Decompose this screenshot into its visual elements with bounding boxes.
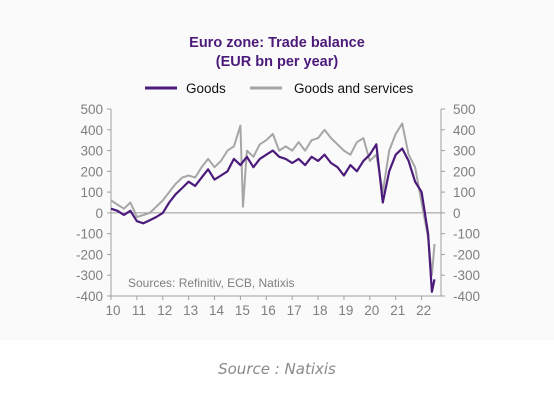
x-tick-label: 22 (416, 303, 431, 318)
x-tick-label: 13 (183, 303, 198, 318)
y-axis-left: 500 400 300 200 100 0 -100 -200 -300 -400 (76, 102, 112, 304)
x-tick-label: 19 (338, 303, 353, 318)
y-tick-label-left: 0 (95, 206, 103, 221)
plot-area (110, 122, 441, 293)
y-tick-label-right: -100 (453, 227, 480, 242)
x-tick-label: 10 (105, 303, 120, 318)
sources-note: Sources: Refinitiv, ECB, Natixis (128, 276, 295, 290)
x-tick-label: 14 (209, 303, 225, 318)
chart-svg: Euro zone: Trade balance (EUR bn per yea… (76, 35, 480, 318)
legend: Goods Goods and services (145, 81, 414, 96)
y-tick-label-right: 500 (453, 102, 476, 117)
y-tick-label-left: -400 (76, 289, 103, 304)
y-axis-right: 500 400 300 200 100 0 -100 -200 -300 -400 (440, 102, 480, 304)
legend-label-goods-and-services: Goods and services (294, 81, 414, 96)
legend-label-goods: Goods (186, 81, 226, 96)
y-tick-label-left: -200 (76, 247, 103, 262)
chart-title: Euro zone: Trade balance (189, 35, 365, 51)
y-tick-label-left: 300 (80, 144, 103, 159)
x-tick-label: 15 (235, 303, 250, 318)
chart-subtitle: (EUR bn per year) (216, 54, 339, 70)
x-tick-label: 11 (132, 303, 146, 318)
chart-figure: Euro zone: Trade balance (EUR bn per yea… (75, 35, 481, 318)
series-line-goods (110, 143, 436, 293)
series-line-goods-and-services (110, 122, 436, 277)
y-tick-label-left: 200 (80, 164, 103, 179)
y-tick-label-left: -100 (76, 227, 103, 242)
x-tick-label: 12 (157, 303, 172, 318)
x-tick-label: 18 (313, 303, 328, 318)
y-tick-label-right: -400 (453, 289, 480, 304)
y-tick-label-right: 0 (453, 206, 461, 221)
x-tick-label: 21 (390, 303, 405, 318)
figure-caption: Source : Natixis (218, 360, 336, 378)
x-tick-label: 20 (364, 303, 379, 318)
x-axis: 10 11 12 13 14 15 16 17 18 19 20 21 22 (105, 295, 441, 318)
y-tick-label-right: -200 (453, 247, 480, 262)
y-tick-label-left: -300 (76, 268, 103, 283)
x-tick-label: 17 (287, 303, 302, 318)
y-tick-label-left: 400 (80, 123, 103, 138)
y-tick-label-left: 100 (80, 185, 103, 200)
x-tick-label: 16 (261, 303, 276, 318)
y-tick-label-right: 400 (453, 123, 476, 138)
y-tick-label-left: 500 (80, 102, 103, 117)
y-tick-label-right: -300 (453, 268, 480, 283)
y-tick-label-right: 200 (453, 164, 476, 179)
y-tick-label-right: 100 (453, 185, 476, 200)
y-tick-label-right: 300 (453, 144, 476, 159)
